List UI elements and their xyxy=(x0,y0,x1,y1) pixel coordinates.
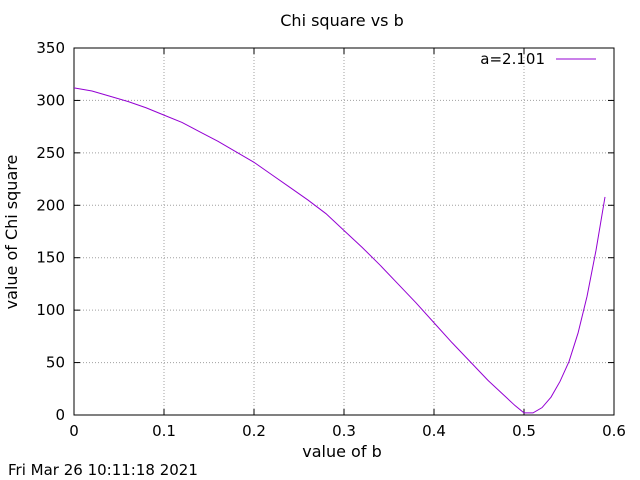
y-tick-label: 250 xyxy=(36,144,65,162)
timestamp: Fri Mar 26 10:11:18 2021 xyxy=(8,461,198,479)
y-axis-label: value of Chi square xyxy=(2,155,21,310)
y-tick-label: 350 xyxy=(36,39,65,57)
x-axis-label: value of b xyxy=(302,442,381,461)
y-tick-label: 50 xyxy=(46,354,65,372)
legend: a=2.101 xyxy=(480,50,596,68)
x-tick-label: 0.2 xyxy=(242,422,266,440)
x-tick-label: 0 xyxy=(69,422,79,440)
y-tick-label: 100 xyxy=(36,301,65,319)
series xyxy=(73,87,606,414)
grid xyxy=(74,48,614,415)
x-tick-label: 0.5 xyxy=(512,422,536,440)
chart-title: Chi square vs b xyxy=(280,11,403,30)
x-tick-label: 0.1 xyxy=(152,422,176,440)
y-tick-label: 150 xyxy=(36,249,65,267)
y-tick-label: 200 xyxy=(36,196,65,214)
x-tick-label: 0.3 xyxy=(332,422,356,440)
y-tick-label: 0 xyxy=(55,406,65,424)
ticks xyxy=(73,47,615,416)
legend-label: a=2.101 xyxy=(480,50,545,68)
x-tick-label: 0.4 xyxy=(422,422,446,440)
tick-labels: 0 0.1 0.2 0.3 0.4 0.5 0.6 0 50 100 150 200 250 300 350 xyxy=(36,39,626,440)
y-tick-label: 300 xyxy=(36,91,65,109)
series-line xyxy=(73,87,606,414)
x-tick-label: 0.6 xyxy=(602,422,626,440)
